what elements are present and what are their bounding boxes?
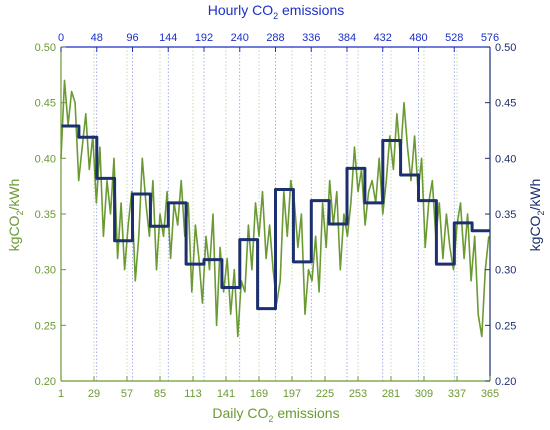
bottom-tick-label: 169 <box>250 388 268 400</box>
bottom-axis-title: Daily CO2 emissions <box>212 405 339 424</box>
bottom-tick-label: 197 <box>283 388 301 400</box>
top-tick-label: 384 <box>338 32 356 44</box>
bottom-tick-label: 1 <box>58 388 64 400</box>
left-tick-label: 0.25 <box>35 320 56 332</box>
left-tick-label: 0.30 <box>35 265 56 277</box>
left-tick-label: 0.35 <box>35 209 56 221</box>
bottom-tick-label: 29 <box>88 388 100 400</box>
bottom-tick-label: 85 <box>154 388 166 400</box>
bottom-tick-label: 281 <box>382 388 400 400</box>
right-tick-label: 0.45 <box>495 98 516 110</box>
right-tick-label: 0.25 <box>495 320 516 332</box>
top-tick-label: 240 <box>231 32 249 44</box>
axes: 0 48 96 144 192 240 288 336 384 432 480 528 576 1 29 57… <box>35 32 517 400</box>
top-tick-label: 528 <box>445 32 463 44</box>
right-tick-label: 0.30 <box>495 265 516 277</box>
bottom-tick-label: 309 <box>415 388 433 400</box>
top-tick-label: 48 <box>91 32 103 44</box>
right-tick-label: 0.20 <box>495 376 516 388</box>
top-tick-label: 0 <box>58 32 64 44</box>
left-tick-label: 0.20 <box>35 376 56 388</box>
right-tick-label: 0.40 <box>495 153 516 165</box>
top-tick-label: 144 <box>159 32 177 44</box>
left-tick-label: 0.45 <box>35 98 56 110</box>
left-tick-label: 0.50 <box>35 42 56 54</box>
bottom-tick-label: 337 <box>448 388 466 400</box>
top-tick-label: 336 <box>302 32 320 44</box>
series-line-hourly <box>61 124 490 311</box>
bottom-tick-label: 57 <box>121 388 133 400</box>
top-tick-label: 96 <box>126 32 138 44</box>
right-tick-label: 0.50 <box>495 42 516 54</box>
top-tick-label: 288 <box>266 32 284 44</box>
right-axis-title: kgCO2/kWh <box>527 179 546 252</box>
top-tick-label: 192 <box>195 32 213 44</box>
bottom-tick-label: 365 <box>481 388 499 400</box>
top-axis-title: Hourly CO2 emissions <box>208 2 345 21</box>
top-tick-label: 432 <box>374 32 392 44</box>
top-tick-label: 576 <box>481 32 499 44</box>
right-tick-label: 0.35 <box>495 209 516 221</box>
series-layer <box>60 79 490 338</box>
bottom-tick-label: 141 <box>217 388 235 400</box>
bottom-tick-label: 113 <box>184 388 202 400</box>
bottom-tick-label: 253 <box>349 388 367 400</box>
left-tick-label: 0.40 <box>35 153 56 165</box>
bottom-tick-label: 225 <box>316 388 334 400</box>
left-axis-title: kgCO2/kWh <box>6 179 25 252</box>
top-tick-label: 480 <box>409 32 427 44</box>
